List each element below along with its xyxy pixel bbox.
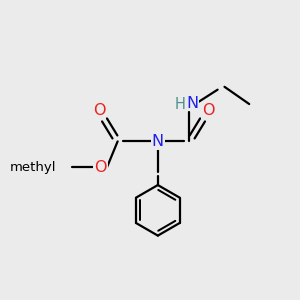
Text: H: H — [175, 97, 186, 112]
Text: O: O — [94, 160, 106, 175]
Text: N: N — [152, 134, 164, 149]
Text: O: O — [93, 103, 105, 118]
Text: methyl: methyl — [9, 161, 56, 174]
Text: O: O — [202, 103, 214, 118]
Text: N: N — [186, 96, 198, 111]
